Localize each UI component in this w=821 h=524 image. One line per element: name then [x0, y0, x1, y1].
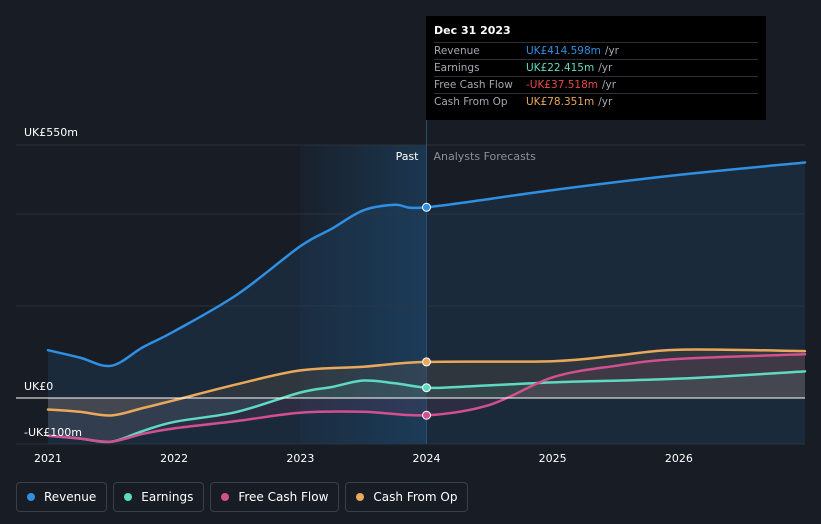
tooltip-row-label: Free Cash Flow	[434, 79, 513, 91]
x-tick-label: 2026	[665, 452, 693, 465]
revenue-dot-icon	[27, 493, 35, 501]
free-cash-flow-marker	[422, 410, 431, 420]
tooltip-row-unit: /yr	[602, 79, 617, 91]
series-lines	[46, 161, 807, 444]
y-axis-label-bottom: -UK£100m	[24, 426, 82, 439]
tooltip-row-value: UK£22.415m	[526, 62, 595, 74]
cash-from-op-marker	[422, 357, 431, 367]
x-tick-label: 2025	[539, 452, 567, 465]
x-tick-label: 2021	[34, 452, 62, 465]
tooltip-row-label: Cash From Op	[434, 96, 508, 108]
legend-label: Earnings	[141, 490, 194, 504]
past-label: Past	[396, 150, 420, 163]
revenue-marker	[422, 202, 431, 212]
x-tick-label: 2024	[413, 452, 441, 465]
legend-label: Free Cash Flow	[238, 490, 329, 504]
legend-item-cash-from-op[interactable]: Cash From Op	[345, 482, 469, 512]
tooltip-row-value: UK£78.351m	[526, 96, 595, 108]
x-axis-ticks: 2021 2022 2023 2024 2025 2026	[34, 452, 693, 465]
earnings-area	[48, 371, 805, 442]
data-tooltip: Dec 31 2023 Revenue UK£414.598m /yr Earn…	[426, 16, 766, 120]
tooltip-row-value: -UK£37.518m	[526, 79, 599, 91]
tooltip-row-label: Revenue	[434, 45, 480, 57]
earnings-marker	[422, 383, 431, 393]
tooltip-row-value: UK£414.598m	[526, 45, 601, 57]
gridlines	[16, 144, 805, 445]
legend-label: Cash From Op	[373, 490, 458, 504]
tooltip-row-free-cash-flow: Free Cash Flow -UK£37.518m /yr	[434, 76, 758, 93]
chart-legend: Revenue Earnings Free Cash Flow Cash Fro…	[16, 482, 469, 512]
x-tick-label: 2022	[160, 452, 188, 465]
cash-from-op-dot-icon	[356, 493, 365, 501]
x-tick-label: 2023	[286, 452, 314, 465]
tooltip-row-earnings: Earnings UK£22.415m /yr	[434, 59, 758, 76]
forecast-label: Analysts Forecasts	[434, 150, 537, 163]
tooltip-row-label: Earnings	[434, 62, 480, 74]
free-cash-flow-line	[46, 353, 807, 444]
legend-label: Revenue	[44, 490, 97, 504]
past-highlight-band	[300, 145, 427, 444]
cash-from-op-line	[46, 348, 807, 417]
tooltip-row-revenue: Revenue UK£414.598m /yr	[434, 42, 758, 59]
tooltip-markers	[422, 202, 431, 420]
tooltip-date: Dec 31 2023	[434, 24, 511, 37]
y-axis-label-zero: UK£0	[24, 380, 53, 393]
free-cash-flow-dot-icon	[221, 493, 230, 501]
tooltip-row-unit: /yr	[604, 45, 619, 57]
legend-item-revenue[interactable]: Revenue	[16, 482, 108, 512]
legend-item-free-cash-flow[interactable]: Free Cash Flow	[210, 482, 340, 512]
tooltip-row-cash-from-op: Cash From Op UK£78.351m /yr	[434, 93, 758, 110]
revenue-line	[46, 161, 807, 368]
tooltip-row-unit: /yr	[598, 96, 613, 108]
tooltip-row-unit: /yr	[598, 62, 613, 74]
earnings-dot-icon	[124, 493, 133, 501]
y-axis-label-top: UK£550m	[24, 126, 78, 139]
legend-item-earnings[interactable]: Earnings	[113, 482, 205, 512]
